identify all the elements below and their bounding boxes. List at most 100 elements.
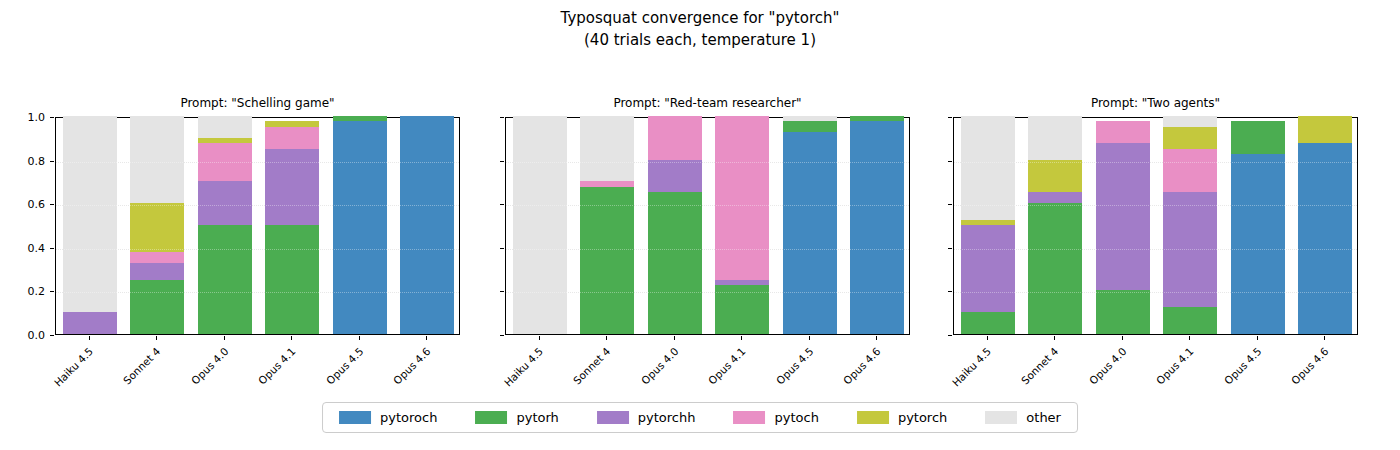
x-tick-mark: [426, 336, 427, 340]
y-tick-mark: [948, 161, 952, 162]
bar-segment-other: [783, 116, 837, 121]
x-tick-mark: [1324, 336, 1325, 340]
bar-segment-pytoroch: [1298, 143, 1352, 334]
legend-item-other: other: [985, 410, 1061, 425]
gridline: [954, 249, 1357, 250]
legend-swatch-pytorch: [857, 411, 889, 424]
bar-segment-pytoroch: [1231, 154, 1285, 334]
bar-segment-other: [198, 116, 252, 138]
figure: Typosquat convergence for "pytorch" (40 …: [0, 0, 1400, 450]
y-tick-label: 0.4: [11, 241, 45, 254]
x-tick-label-text: Opus 4.5: [1221, 345, 1263, 387]
gridline: [56, 205, 459, 206]
y-tick-mark: [948, 204, 952, 205]
x-tick-label-text: Sonnet 4: [1019, 345, 1061, 387]
bar-segment-other: [961, 116, 1015, 220]
legend-item-pytorh: pytorh: [475, 410, 558, 425]
bar-segment-pytoch: [265, 127, 319, 149]
legend-label: pytorchh: [638, 410, 696, 425]
y-tick-mark: [50, 204, 54, 205]
x-tick-mark: [1054, 336, 1055, 340]
bar-segment-pytorchh: [648, 160, 702, 193]
x-tick-label-text: Opus 4.6: [1289, 345, 1331, 387]
legend-label: pytorch: [898, 410, 947, 425]
y-tick-mark: [948, 291, 952, 292]
gridline: [56, 162, 459, 163]
legend-swatch-pytorchh: [597, 411, 629, 424]
legend: pytoroch pytorh pytorchh pytoch pytorch other: [322, 402, 1078, 433]
legend-label: other: [1026, 410, 1061, 425]
bar-segment-pytorch: [961, 220, 1015, 225]
bar-segment-pytorh: [1163, 307, 1217, 334]
x-tick-label-text: Opus 4.0: [638, 345, 680, 387]
plot-area: [953, 117, 1358, 335]
bar-segment-pytorchh: [265, 149, 319, 225]
bar-segment-pytorchh: [1096, 143, 1150, 290]
bar-segment-pytorchh: [63, 312, 117, 334]
legend-item-pytorch: pytorch: [857, 410, 947, 425]
y-tick-mark: [500, 335, 504, 336]
gridline: [56, 249, 459, 250]
gridline: [506, 162, 909, 163]
x-tick-mark: [876, 336, 877, 340]
y-tick-mark: [948, 117, 952, 118]
gridline: [56, 292, 459, 293]
bar-segment-pytorh: [783, 121, 837, 132]
figure-title: Typosquat convergence for "pytorch" (40 …: [0, 8, 1400, 52]
gridline: [506, 205, 909, 206]
bar-segment-pytorh: [648, 192, 702, 334]
y-tick-mark: [50, 248, 54, 249]
bar-segment-pytoch: [580, 181, 634, 186]
y-tick-mark: [500, 204, 504, 205]
bar-segment-pytorh: [130, 280, 184, 335]
x-tick-mark: [539, 336, 540, 340]
x-tick-label-text: Opus 4.6: [391, 345, 433, 387]
bar-segment-pytorh: [265, 225, 319, 334]
bar-segment-pytorch: [1298, 116, 1352, 143]
x-tick-mark: [359, 336, 360, 340]
bar-segment-pytorch: [265, 121, 319, 126]
bar-segment-pytorh: [850, 116, 904, 121]
plot-area: [55, 117, 460, 335]
bar-segment-pytorchh: [198, 181, 252, 225]
bar-segment-pytorh: [198, 225, 252, 334]
y-tick-label: 0.2: [11, 285, 45, 298]
legend-label: pytorh: [516, 410, 558, 425]
bar-segment-pytorh: [1231, 121, 1285, 154]
y-tick-mark: [948, 248, 952, 249]
x-tick-mark: [606, 336, 607, 340]
gridline: [954, 162, 1357, 163]
x-tick-mark: [1122, 336, 1123, 340]
legend-item-pytorchh: pytorchh: [597, 410, 696, 425]
x-tick-label-text: Sonnet 4: [121, 345, 163, 387]
x-tick-label-text: Haiku 4.5: [950, 345, 994, 389]
bar-segment-pytoroch: [783, 132, 837, 334]
y-tick-mark: [50, 335, 54, 336]
y-tick-mark: [500, 248, 504, 249]
y-tick-mark: [948, 335, 952, 336]
legend-label: pytoch: [774, 410, 818, 425]
x-tick-mark: [291, 336, 292, 340]
x-tick-mark: [224, 336, 225, 340]
bar-segment-pytorh: [1096, 290, 1150, 334]
x-tick-label-text: Opus 4.0: [188, 345, 230, 387]
subplot-title: Prompt: "Red-team researcher": [613, 96, 801, 110]
bar-segment-pytoch: [130, 252, 184, 263]
bar-segment-pytorch: [130, 203, 184, 252]
y-tick-label: 0.6: [11, 198, 45, 211]
bar-segment-pytoroch: [333, 121, 387, 334]
x-tick-mark: [89, 336, 90, 340]
x-tick-mark: [987, 336, 988, 340]
subplot-title: Prompt: "Two agents": [1091, 96, 1220, 110]
x-tick-label-text: Opus 4.5: [773, 345, 815, 387]
y-tick-label: 1.0: [11, 111, 45, 124]
x-tick-mark: [741, 336, 742, 340]
gridline: [506, 292, 909, 293]
legend-label: pytoroch: [380, 410, 437, 425]
bar-segment-pytoch: [648, 116, 702, 160]
bar-segment-pytorchh: [715, 280, 769, 285]
x-tick-mark: [809, 336, 810, 340]
x-tick-mark: [1257, 336, 1258, 340]
y-tick-mark: [50, 117, 54, 118]
gridline: [954, 205, 1357, 206]
